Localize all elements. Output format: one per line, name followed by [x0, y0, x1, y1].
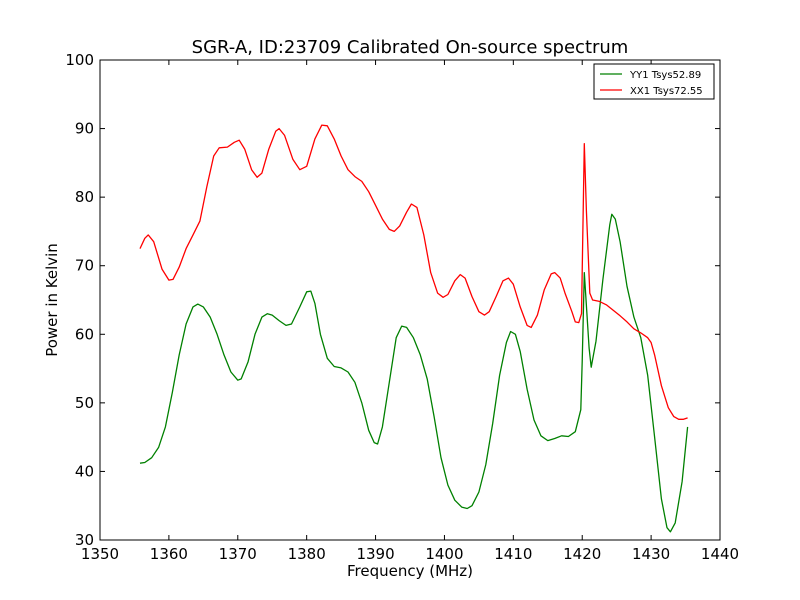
y-tick-label: 70 — [75, 257, 94, 275]
legend-label-yy1: YY1 Tsys52.89 — [629, 70, 701, 81]
y-tick-label: 90 — [75, 120, 94, 138]
y-tick-label: 40 — [75, 462, 94, 480]
x-tick-label: 1440 — [701, 545, 739, 563]
y-tick-label: 30 — [75, 531, 94, 549]
legend: YY1 Tsys52.89 XX1 Tsys72.55 — [593, 63, 715, 100]
x-tick-label: 1380 — [288, 545, 326, 563]
series-lines — [139, 124, 689, 533]
y-tick-label: 100 — [65, 51, 94, 69]
series-line-xx1 — [139, 124, 688, 420]
y-tick-label: 80 — [75, 188, 94, 206]
y-tick-label: 60 — [75, 325, 94, 343]
legend-label-xx1: XX1 Tsys72.55 — [630, 86, 703, 97]
series-line-yy1 — [139, 213, 689, 533]
legend-box — [593, 63, 715, 100]
x-tick-label: 1360 — [150, 545, 188, 563]
x-tick-label: 1420 — [563, 545, 601, 563]
x-tick-label: 1370 — [219, 545, 257, 563]
x-axis-label: Frequency (MHz) — [347, 562, 473, 580]
x-tick-label: 1410 — [494, 545, 532, 563]
x-tick-label: 1390 — [356, 545, 394, 563]
y-tick-label: 50 — [75, 394, 94, 412]
axis-ticks: 1350 1360 1370 1380 1390 1400 1410 1420 1430 1440… — [65, 51, 739, 563]
axes-frame — [99, 59, 721, 541]
x-tick-label: 1400 — [425, 545, 463, 563]
x-tick-label: 1430 — [632, 545, 670, 563]
chart-title: SGR-A, ID:23709 Calibrated On-source spe… — [192, 37, 629, 58]
x-tick-label: 1350 — [81, 545, 119, 563]
y-axis-label: Power in Kelvin — [43, 243, 61, 357]
